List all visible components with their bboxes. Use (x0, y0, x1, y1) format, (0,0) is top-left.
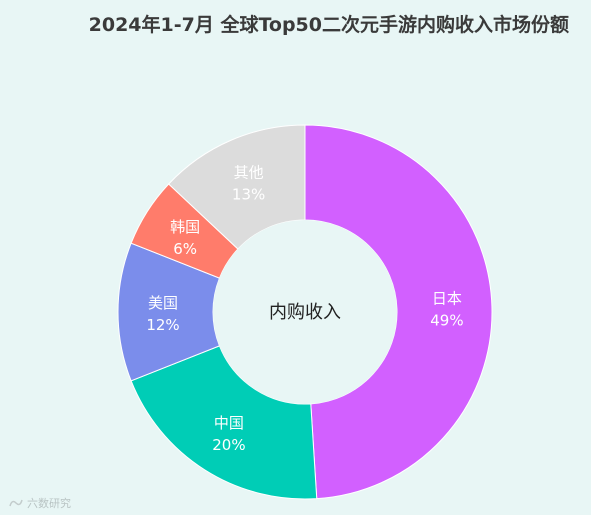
slice-value-0: 49% (430, 312, 463, 330)
slice-label-1: 中国 (214, 414, 244, 432)
donut-hole (213, 220, 397, 404)
watermark: 六数研究 (8, 495, 71, 511)
chart-title: 2024年1-7月 全球Top50二次元手游内购收入市场份额 (88, 14, 569, 36)
slice-label-2: 美国 (148, 294, 178, 312)
watermark-logo-icon (9, 499, 23, 507)
center-label: 内购收入 (269, 302, 341, 323)
slice-value-3: 6% (173, 240, 197, 258)
slice-label-4: 其他 (234, 164, 264, 182)
watermark-text: 六数研究 (27, 497, 71, 510)
slice-value-2: 12% (146, 316, 179, 334)
slices-group (117, 124, 493, 500)
slice-label-3: 韩国 (170, 218, 200, 236)
slice-value-4: 13% (232, 186, 265, 204)
labels-group: 日本 49% 中国 20% 美国 12% 韩国 6% 其他 13% (146, 164, 463, 454)
slice-value-1: 20% (212, 436, 245, 454)
slice-label-0: 日本 (432, 290, 462, 308)
